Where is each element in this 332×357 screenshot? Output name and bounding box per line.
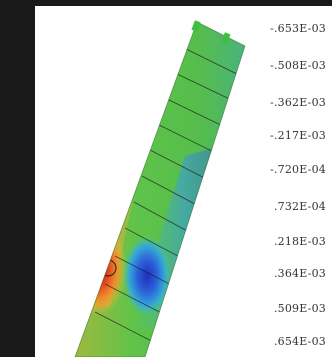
legend-value: -.362E-03 [270,96,326,109]
legend-value: .732E-04 [273,200,326,213]
top-tab-left [191,20,201,32]
legend-value: .654E-03 [273,335,326,348]
legend-value: .509E-03 [273,302,326,315]
legend-value: -.508E-03 [270,59,326,72]
legend-value: .218E-03 [273,235,326,248]
legend-value: -.720E-04 [270,163,326,176]
top-tab-right [221,32,231,44]
cold-spot [123,236,171,316]
legend-value: -.217E-03 [270,129,326,142]
contour-plot [74,20,246,357]
legend-value: .364E-03 [273,267,326,280]
hot-spot [75,220,127,316]
legend-value: -.653E-03 [270,22,326,35]
